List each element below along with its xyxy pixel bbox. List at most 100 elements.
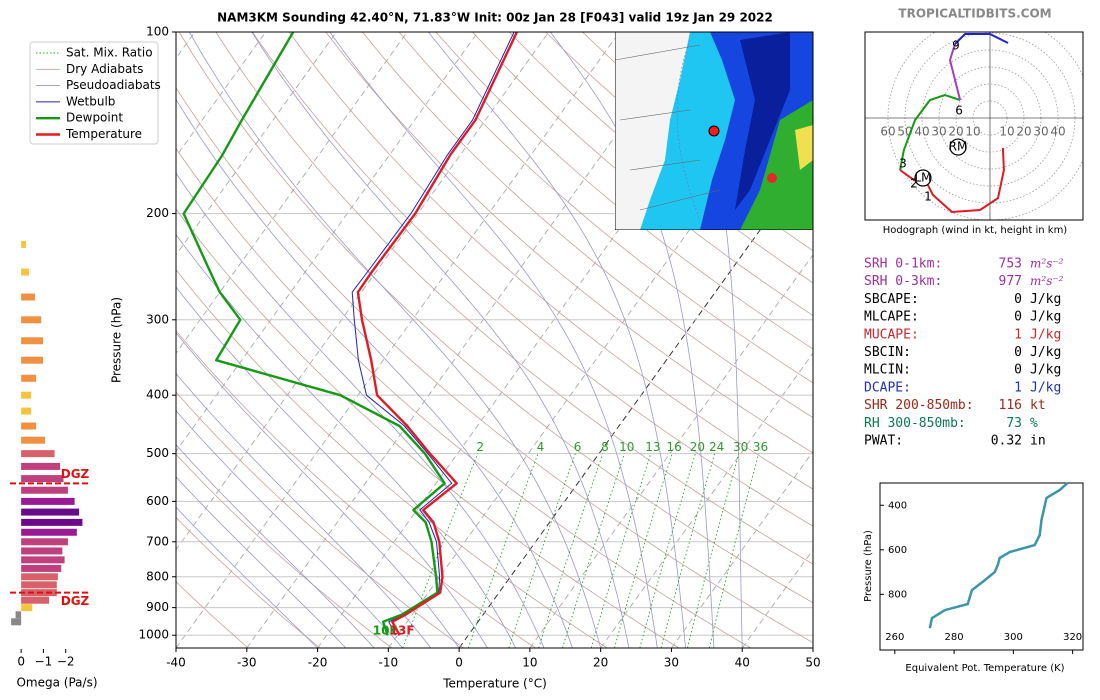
dry-adiabat (288, 32, 813, 490)
y-tick-label: 900 (146, 600, 169, 614)
omega-bar (21, 293, 35, 301)
omega-bar (21, 538, 68, 546)
pseudoadiabat (549, 32, 715, 648)
mixing-ratio-line (660, 453, 716, 648)
omega-bar (21, 518, 83, 526)
y-tick-label: 600 (146, 494, 169, 508)
dry-adiabat (472, 32, 813, 317)
storm-motion-label: RM (949, 140, 968, 154)
y-tick-label: 100 (146, 25, 169, 39)
omega-bar (21, 436, 45, 444)
omega-bar (21, 604, 33, 612)
omega-bar (21, 316, 42, 324)
parameter-value: 1 (1014, 380, 1022, 395)
x-tick-label: 40 (735, 656, 750, 670)
pseudoadiabat (176, 233, 517, 648)
legend-label: Dewpoint (66, 111, 123, 125)
omega-bar (21, 547, 63, 555)
parameter-value: 0 (1014, 310, 1022, 325)
x-tick-label: -30 (237, 656, 257, 670)
omega-bar (21, 556, 65, 564)
omega-bar (21, 486, 68, 494)
dgz-label: DGZ (61, 594, 90, 608)
pseudoadiabat (176, 286, 488, 648)
pseudoadiabat (176, 332, 460, 648)
mixing-ratio-label: 10 (619, 440, 634, 454)
x-tick-label: 0 (455, 656, 463, 670)
parameter-unit: m²s⁻² (1030, 257, 1064, 271)
omega-bar (21, 450, 55, 458)
parameter-unit: in (1030, 434, 1046, 449)
pseudoadiabat (176, 98, 573, 648)
x-tick-label: −1 (35, 655, 53, 669)
parameter-value: 753 (999, 257, 1022, 272)
mixing-ratio-label: 24 (709, 440, 724, 454)
ring-label: 40 (1050, 125, 1065, 139)
y-tick-label: 700 (146, 534, 169, 548)
parameter-value: 1 (1014, 327, 1022, 342)
pseudoadiabat (675, 32, 743, 648)
parameter-label: SRH 0-3km: (864, 274, 942, 289)
height-label: 9 (952, 38, 960, 52)
legend: Sat. Mix. Ratio Dry Adiabats Pseudoadiabat… (29, 41, 161, 145)
omega-bar (11, 618, 22, 626)
y-tick-label: 800 (146, 569, 169, 583)
omega-bar (21, 240, 27, 248)
legend-label: Dry Adiabats (66, 62, 143, 76)
parameter-unit: m²s⁻² (1030, 274, 1064, 288)
parameter-value: 73 (1006, 416, 1022, 431)
omega-bar (21, 497, 75, 505)
legend-label: Sat. Mix. Ratio (66, 46, 153, 60)
dry-adiabat (176, 269, 608, 648)
x-tick-label: 50 (805, 656, 820, 670)
parameter-label: MLCAPE: (864, 310, 919, 325)
isotherm (176, 32, 620, 648)
theta-e-x-label: Equivalent Pot. Temperature (K) (905, 663, 1064, 674)
skewt-axes: Temperature (°C) Pressure (hPa) -40 -30 -2… (29, 25, 821, 691)
omega-bar (21, 462, 61, 470)
parameter-label: MUCAPE: (864, 327, 919, 342)
parameter-label: SHR 200-850mb: (864, 398, 974, 413)
x-tick-label: 10 (522, 656, 537, 670)
mixing-ratio-line (402, 453, 479, 648)
parameter-value: 0 (1014, 292, 1022, 307)
pseudoadiabat (176, 506, 318, 648)
parameter-unit: J/kg (1030, 345, 1061, 360)
omega-bar (21, 407, 32, 415)
mixing-ratio-line (538, 453, 604, 648)
x-tick-label: 0 (17, 655, 25, 669)
height-label: 6 (955, 104, 963, 118)
isotherm (176, 32, 550, 551)
x-tick-label: -40 (166, 656, 186, 670)
inset-map (615, 32, 813, 230)
y-tick-label: 400 (888, 500, 907, 511)
y-tick-label: 200 (146, 206, 169, 220)
legend-label: Wetbulb (66, 94, 115, 108)
y-tick-label: 400 (146, 388, 169, 402)
pseudoadiabat (176, 410, 403, 648)
omega-bar (21, 564, 62, 572)
mixing-ratio-label: 13 (645, 440, 660, 454)
parameters: SRH 0-1km: 753 m²s⁻² SRH 0-3km: 977 m²s⁻² SBCA… (864, 257, 1064, 449)
parameter-unit: J/kg (1030, 363, 1061, 378)
y-tick-label: 1000 (138, 628, 169, 642)
parameter-unit: J/kg (1030, 380, 1061, 395)
height-label: 1 (924, 190, 932, 204)
surface-label: 13F (390, 624, 415, 638)
mixing-ratio-label: 16 (666, 440, 681, 454)
mixing-ratio-label: 36 (753, 440, 768, 454)
ring-label: 10 (965, 125, 980, 139)
y-tick-label: 500 (146, 446, 169, 460)
pseudoadiabat (329, 32, 658, 648)
storm-motion-label: LM (914, 171, 931, 185)
legend-box (29, 41, 159, 145)
omega-bar (21, 596, 49, 604)
parameter-unit: J/kg (1030, 310, 1061, 325)
mixing-ratio-line (590, 453, 652, 648)
x-tick-label: 30 (664, 656, 679, 670)
storm-motion (914, 169, 932, 187)
height-label: 3 (899, 157, 907, 171)
omega-panel: Omega (Pa/s) 0 −1 −2 DGZ DGZ (10, 240, 98, 690)
parameter-value: 0.32 (991, 434, 1022, 449)
